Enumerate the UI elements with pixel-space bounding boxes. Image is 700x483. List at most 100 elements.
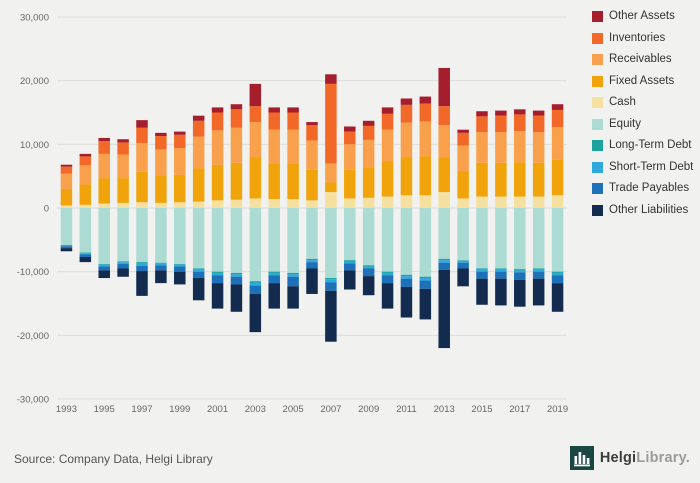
bar-1993-equity[interactable] [60, 208, 73, 245]
bar-1996-trade-payables[interactable] [117, 264, 129, 269]
bar-2018-short-term-debt[interactable] [532, 269, 545, 272]
bar-2011-equity[interactable] [400, 208, 413, 275]
bar-2001-other-assets[interactable] [211, 107, 224, 113]
bar-2002-cash[interactable] [230, 199, 243, 208]
bar-1995-cash[interactable] [98, 203, 110, 208]
bar-1996-short-term-debt[interactable] [117, 262, 129, 265]
bar-2000-equity[interactable] [192, 208, 205, 269]
bar-2011-trade-payables[interactable] [400, 278, 413, 287]
bar-1996-long-term-debt[interactable] [117, 261, 129, 263]
bar-2019-receivables[interactable] [551, 127, 564, 160]
bar-1997-other-assets[interactable] [136, 120, 148, 128]
bar-2002-fixed-assets[interactable] [230, 162, 243, 200]
bar-1996-inventories[interactable] [117, 142, 129, 155]
bar-2005-other-liabilities[interactable] [287, 286, 299, 309]
bar-1997-short-term-debt[interactable] [136, 263, 148, 266]
bar-2007-other-liabilities[interactable] [325, 290, 337, 342]
bar-1994-equity[interactable] [79, 208, 92, 253]
bar-1993-inventories[interactable] [60, 166, 73, 174]
bar-2010-inventories[interactable] [381, 113, 394, 130]
bar-2013-trade-payables[interactable] [438, 262, 450, 270]
bar-2015-short-term-debt[interactable] [476, 269, 488, 272]
bar-1995-short-term-debt[interactable] [98, 264, 110, 267]
bar-1998-receivables[interactable] [155, 149, 167, 176]
bar-1999-long-term-debt[interactable] [174, 264, 186, 265]
bar-2001-other-liabilities[interactable] [211, 283, 224, 309]
legend-item-equity[interactable]: Equity [592, 118, 693, 130]
bar-2013-other-assets[interactable] [438, 67, 450, 107]
bar-2006-fixed-assets[interactable] [306, 169, 318, 201]
bar-1994-other-liabilities[interactable] [79, 257, 92, 263]
bar-2017-trade-payables[interactable] [514, 272, 526, 280]
helgi-library-logo[interactable]: HelgiLibrary. [569, 446, 690, 470]
bar-2014-receivables[interactable] [457, 145, 469, 172]
bar-2014-other-liabilities[interactable] [457, 268, 469, 287]
bar-2015-long-term-debt[interactable] [476, 268, 488, 270]
bar-2008-inventories[interactable] [344, 131, 356, 145]
bar-2005-cash[interactable] [287, 199, 299, 208]
bar-2019-short-term-debt[interactable] [551, 272, 564, 276]
bar-2008-other-assets[interactable] [344, 126, 356, 132]
bar-1995-equity[interactable] [98, 208, 110, 265]
bar-2005-equity[interactable] [287, 208, 299, 273]
bar-2006-equity[interactable] [306, 208, 318, 259]
bar-2013-inventories[interactable] [438, 106, 450, 126]
bar-2006-other-liabilities[interactable] [306, 268, 318, 294]
bar-1993-long-term-debt[interactable] [60, 244, 73, 246]
bar-2005-trade-payables[interactable] [287, 276, 299, 287]
bar-2001-receivables[interactable] [211, 130, 224, 165]
bar-2010-other-liabilities[interactable] [381, 283, 394, 309]
legend-item-cash[interactable]: Cash [592, 96, 693, 108]
bar-2006-other-assets[interactable] [306, 122, 318, 126]
bar-2016-long-term-debt[interactable] [495, 268, 507, 270]
bar-1995-receivables[interactable] [98, 153, 110, 179]
bar-2004-other-assets[interactable] [268, 107, 280, 113]
bar-2000-trade-payables[interactable] [192, 271, 205, 279]
bar-1994-long-term-debt[interactable] [79, 252, 92, 254]
bar-2018-inventories[interactable] [532, 115, 545, 133]
bar-1993-fixed-assets[interactable] [60, 188, 73, 206]
bar-2010-short-term-debt[interactable] [381, 272, 394, 276]
bar-2009-cash[interactable] [362, 197, 375, 208]
bar-2012-other-liabilities[interactable] [419, 288, 432, 320]
bar-2003-fixed-assets[interactable] [249, 157, 262, 199]
bar-2005-short-term-debt[interactable] [287, 274, 299, 277]
bar-2003-long-term-debt[interactable] [249, 281, 262, 283]
bar-1993-trade-payables[interactable] [60, 246, 73, 249]
bar-2018-fixed-assets[interactable] [532, 162, 545, 197]
bar-2000-long-term-debt[interactable] [192, 268, 205, 270]
bar-2011-fixed-assets[interactable] [400, 157, 413, 196]
bar-2011-cash[interactable] [400, 195, 413, 208]
bar-1997-fixed-assets[interactable] [136, 171, 148, 203]
bar-2000-cash[interactable] [192, 201, 205, 208]
bar-2008-short-term-debt[interactable] [344, 261, 356, 264]
legend-item-fixed-assets[interactable]: Fixed Assets [592, 75, 693, 87]
bar-2010-other-assets[interactable] [381, 107, 394, 114]
bar-2012-short-term-debt[interactable] [419, 278, 432, 281]
legend-item-trade-payables[interactable]: Trade Payables [592, 182, 693, 194]
bar-1996-other-assets[interactable] [117, 139, 129, 143]
bar-1994-other-assets[interactable] [79, 153, 92, 157]
bar-1997-receivables[interactable] [136, 143, 148, 172]
bar-2008-fixed-assets[interactable] [344, 169, 356, 199]
bar-2004-inventories[interactable] [268, 112, 280, 130]
bar-1999-other-assets[interactable] [174, 131, 186, 135]
bar-1999-other-liabilities[interactable] [174, 271, 186, 285]
bar-2014-other-assets[interactable] [457, 129, 469, 133]
bar-1996-cash[interactable] [117, 202, 129, 208]
bar-2017-fixed-assets[interactable] [514, 162, 526, 197]
bar-2000-receivables[interactable] [192, 136, 205, 169]
bar-2009-inventories[interactable] [362, 125, 375, 140]
bar-1999-receivables[interactable] [174, 148, 186, 175]
bar-1996-equity[interactable] [117, 208, 129, 262]
bar-2006-receivables[interactable] [306, 140, 318, 170]
bar-2013-other-liabilities[interactable] [438, 269, 450, 349]
bar-2011-other-assets[interactable] [400, 98, 413, 105]
bar-1995-fixed-assets[interactable] [98, 178, 110, 204]
bar-2007-fixed-assets[interactable] [325, 182, 337, 193]
bar-2017-other-assets[interactable] [514, 109, 526, 115]
bar-2002-trade-payables[interactable] [230, 276, 243, 285]
bar-2008-receivables[interactable] [344, 144, 356, 170]
bar-2015-equity[interactable] [476, 208, 488, 269]
bar-2017-short-term-debt[interactable] [514, 270, 526, 273]
